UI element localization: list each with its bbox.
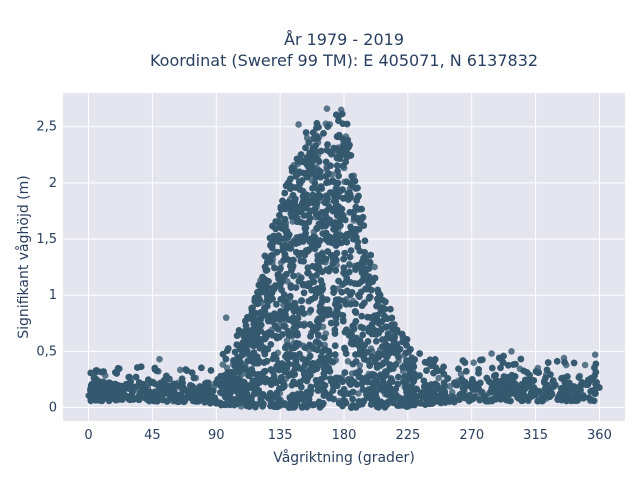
data-point: [306, 352, 314, 360]
data-point: [327, 375, 334, 383]
data-point: [292, 284, 300, 291]
data-point: [306, 139, 313, 147]
data-point: [235, 327, 243, 334]
data-point: [344, 358, 352, 365]
chart-title: År 1979 - 2019: [284, 30, 404, 49]
data-point: [176, 366, 184, 374]
data-point: [298, 383, 305, 391]
data-point: [547, 371, 554, 378]
data-points: [85, 105, 603, 411]
data-point: [446, 383, 454, 390]
data-point: [299, 187, 307, 195]
data-point: [395, 373, 402, 381]
data-point: [300, 289, 308, 297]
data-point: [298, 297, 306, 304]
data-point: [435, 374, 443, 382]
data-point: [340, 264, 348, 272]
data-point: [307, 306, 315, 314]
data-point: [219, 361, 227, 368]
data-point: [311, 180, 319, 187]
chart-subtitle: Koordinat (Sweref 99 TM): E 405071, N 61…: [150, 51, 538, 70]
data-point: [373, 338, 380, 345]
data-point: [580, 395, 587, 402]
data-point: [359, 331, 367, 339]
data-point: [341, 345, 349, 353]
data-point: [346, 261, 354, 269]
data-point: [347, 300, 355, 308]
data-point: [581, 361, 589, 369]
data-point: [553, 358, 561, 365]
data-point: [367, 251, 375, 259]
data-point: [470, 359, 478, 367]
data-point: [387, 305, 394, 313]
data-point: [324, 141, 331, 148]
data-point: [281, 189, 289, 197]
data-point: [327, 319, 335, 327]
data-point: [371, 263, 378, 271]
data-point: [457, 370, 465, 378]
data-point: [355, 390, 362, 397]
data-point: [331, 351, 339, 358]
